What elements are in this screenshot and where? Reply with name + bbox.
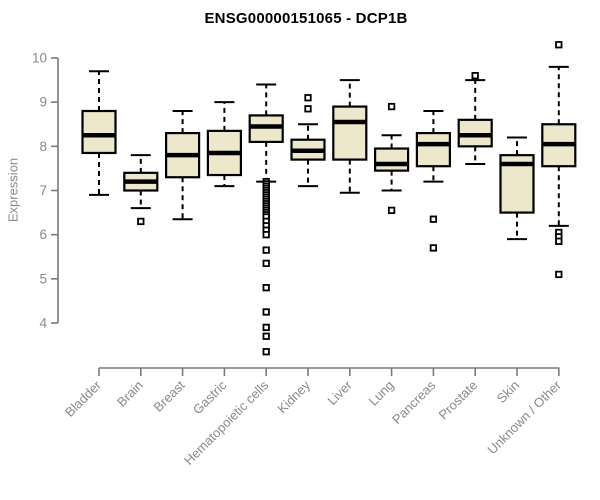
outlier-point — [262, 308, 270, 316]
iqr-box — [374, 147, 410, 172]
outlier-point — [429, 244, 438, 252]
x-tick-label: Skin — [494, 378, 522, 406]
outlier-point — [262, 231, 270, 239]
x-tick-label: Brain — [114, 378, 146, 410]
boxplot-kidney — [290, 94, 326, 188]
x-tick-label: Gastric — [190, 377, 230, 417]
boxplot-liver — [332, 79, 368, 194]
x-tick-label: Breast — [151, 377, 188, 414]
x-tick-label: Prostate — [435, 378, 480, 423]
x-tick-label: Kidney — [274, 377, 313, 416]
outlier-point — [262, 284, 270, 292]
y-tick-label: 6 — [39, 227, 47, 242]
boxplot-skin — [499, 136, 535, 241]
outlier-point — [555, 237, 563, 245]
iqr-box — [332, 105, 368, 161]
x-tick-label: Pancreas — [389, 377, 439, 427]
x-tick-label: Bladder — [62, 377, 105, 420]
outlier-point — [262, 323, 270, 332]
boxplot-unknown-other — [541, 41, 577, 279]
x-tick-label: Unknown / Other — [484, 377, 564, 457]
outlier-point — [555, 41, 563, 49]
outlier-point — [137, 217, 145, 226]
boxplot-brain — [123, 154, 159, 226]
x-tick-label: Lung — [366, 378, 397, 409]
outlier-point — [304, 105, 312, 113]
x-tick-label: Liver — [324, 377, 355, 408]
boxplot-prostate — [457, 72, 493, 165]
outlier-point — [262, 332, 270, 340]
chart-title: ENSG00000151065 - DCP1B — [204, 10, 408, 27]
boxplot-gastric — [206, 101, 242, 188]
outlier-point — [471, 72, 479, 80]
iqr-box — [415, 131, 451, 168]
y-axis-label: Expression — [5, 157, 21, 223]
boxplot-lung — [374, 102, 410, 215]
outlier-point — [387, 102, 396, 111]
outlier-point — [262, 348, 270, 356]
outlier-point — [262, 259, 270, 268]
y-tick-label: 4 — [39, 316, 47, 331]
outlier-point — [387, 206, 396, 215]
y-tick-label: 5 — [39, 271, 47, 286]
y-tick-label: 7 — [39, 183, 47, 198]
boxplot-bladder — [81, 70, 117, 196]
y-tick-label: 9 — [39, 95, 47, 110]
iqr-box — [81, 109, 117, 155]
outlier-point — [304, 94, 312, 102]
outlier-point — [555, 270, 563, 279]
boxplot-pancreas — [415, 110, 451, 252]
boxplot-breast — [165, 110, 201, 221]
boxplot-hematopoietic-cells — [248, 83, 284, 356]
outlier-point — [262, 246, 270, 254]
y-tick-label: 8 — [39, 139, 47, 154]
y-tick-label: 10 — [32, 51, 47, 66]
outlier-point — [429, 215, 438, 223]
